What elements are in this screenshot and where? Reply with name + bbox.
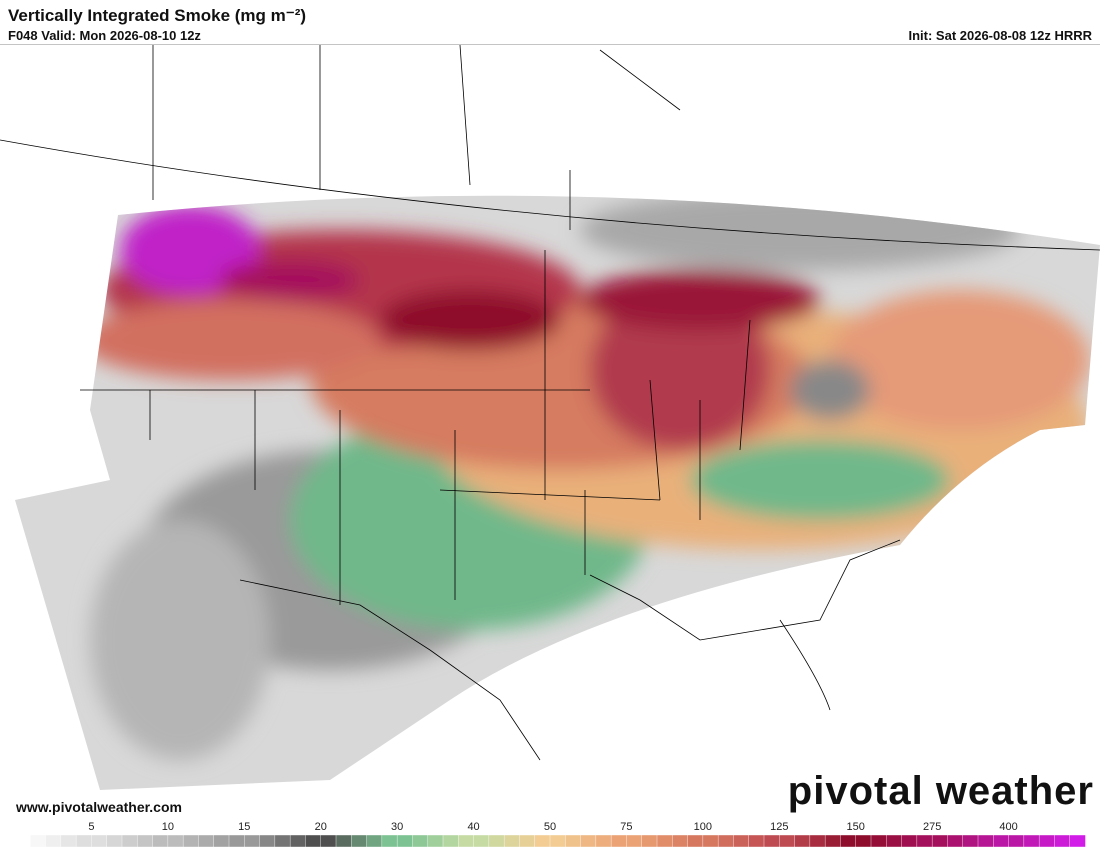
colorbar-swatch: [748, 834, 765, 848]
website: www.pivotalweather.com: [15, 799, 182, 815]
colorbar-swatch: [595, 834, 612, 848]
colorbar-label: 400: [999, 821, 1017, 833]
colorbar-swatch: [977, 834, 994, 848]
colorbar-swatch: [809, 834, 826, 848]
colorbar-swatch: [656, 834, 673, 848]
colorbar-swatch: [1008, 834, 1025, 848]
colorbar-swatch: [60, 834, 77, 848]
colorbar-swatch: [167, 834, 184, 848]
colorbar-swatch: [687, 834, 704, 848]
title: Vertically Integrated Smoke (mg m⁻²): [8, 6, 306, 25]
colorbar-swatch: [962, 834, 979, 848]
colorbar-swatch: [198, 834, 215, 848]
colorbar-swatch: [442, 834, 459, 848]
colorbar-swatch: [412, 834, 429, 848]
colorbar-label: 125: [770, 821, 788, 833]
colorbar-swatch: [75, 834, 93, 848]
colorbar-swatch: [381, 834, 398, 848]
colorbar-swatch: [824, 834, 842, 848]
colorbar-swatch: [30, 834, 47, 848]
colorbar-swatch: [488, 834, 505, 848]
colorbar-swatch: [733, 834, 750, 848]
colorbar-swatch: [351, 834, 368, 848]
colorbar-swatch: [565, 834, 582, 848]
colorbar-swatch: [396, 834, 414, 848]
logo: pivotal weather: [788, 769, 1094, 813]
colorbar-label: 150: [847, 821, 865, 833]
colorbar-swatch: [45, 834, 62, 848]
colorbar-label: 275: [923, 821, 941, 833]
colorbar-label: 20: [315, 821, 327, 833]
map: [0, 45, 1100, 818]
colorbar-swatch: [886, 834, 903, 848]
colorbar-label: 75: [620, 821, 632, 833]
colorbar-swatch: [1069, 834, 1086, 848]
colorbar-swatch: [14, 834, 31, 848]
colorbar-swatch: [641, 834, 658, 848]
colorbar-swatch: [626, 834, 643, 848]
colorbar-swatch: [305, 834, 322, 848]
colorbar-swatch: [931, 834, 949, 848]
colorbar-swatch: [335, 834, 352, 848]
colorbar-swatch: [121, 834, 138, 848]
colorbar-swatch: [855, 834, 872, 848]
colorbar-swatch: [610, 834, 628, 848]
colorbar-swatch: [580, 834, 597, 848]
colorbar-swatch: [519, 834, 536, 848]
colorbar-swatch: [289, 834, 307, 848]
colorbar-label: 5: [88, 821, 94, 833]
colorbar-swatch: [779, 834, 796, 848]
colorbar-swatch: [458, 834, 475, 848]
colorbar-swatch: [91, 834, 108, 848]
colorbar-swatch: [320, 834, 337, 848]
colorbar-swatch: [213, 834, 230, 848]
colorbar-label: 10: [162, 821, 174, 833]
colorbar-swatch: [870, 834, 887, 848]
colorbar-swatch: [916, 834, 933, 848]
colorbar-swatch: [244, 834, 261, 848]
colorbar-swatch: [840, 834, 857, 848]
colorbar-swatch: [763, 834, 780, 848]
colorbar-swatch: [259, 834, 276, 848]
colorbar-swatch: [794, 834, 811, 848]
colorbar-swatch: [106, 834, 123, 848]
colorbar-label: 50: [544, 821, 556, 833]
colorbar-swatch: [473, 834, 490, 848]
colorbar-swatch: [274, 834, 291, 848]
colorbar-swatch: [717, 834, 735, 848]
colorbar-swatch: [152, 834, 169, 848]
colorbar-swatch: [503, 834, 521, 848]
colorbar-label: 15: [238, 821, 250, 833]
init-time: Init: Sat 2026-08-08 12z HRRR: [908, 28, 1092, 43]
colorbar: 5 10 15 20 30 40 50 75 100 125 150 275 400: [14, 821, 1086, 848]
colorbar-swatch: [993, 834, 1010, 848]
colorbar-swatch: [366, 834, 383, 848]
colorbar-swatch: [137, 834, 154, 848]
colorbar-swatch: [947, 834, 964, 848]
colorbar-swatch: [1038, 834, 1056, 848]
colorbar-swatch: [702, 834, 719, 848]
valid-time: F048 Valid: Mon 2026-08-10 12z: [8, 28, 201, 43]
colorbar-label: 40: [467, 821, 479, 833]
colorbar-swatch: [182, 834, 200, 848]
colorbar-swatch: [228, 834, 245, 848]
colorbar-swatch: [534, 834, 551, 848]
colorbar-swatch: [549, 834, 566, 848]
colorbar-swatch: [901, 834, 918, 848]
colorbar-swatch: [427, 834, 444, 848]
borders: [0, 45, 1100, 761]
colorbar-label: 30: [391, 821, 403, 833]
colorbar-swatch: [1023, 834, 1040, 848]
colorbar-swatch: [672, 834, 689, 848]
colorbar-swatch: [1054, 834, 1071, 848]
colorbar-label: 100: [694, 821, 712, 833]
